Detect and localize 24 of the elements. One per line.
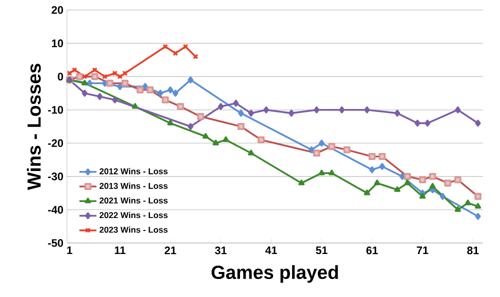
y-axis-title: Wins - Losses: [26, 64, 41, 190]
legend-label: 2022 Wins - Loss: [100, 212, 168, 218]
y-tick-label: -40: [48, 206, 64, 214]
x-tick-label: 51: [316, 246, 328, 254]
x-axis-title: Games played: [212, 265, 338, 283]
x-tick-label: 81: [467, 246, 479, 254]
y-tick-label: 10: [52, 39, 64, 48]
x-tick-label: 11: [114, 246, 126, 254]
y-tick-label: -20: [48, 139, 64, 148]
legend-label: 2012 Wins - Loss: [100, 168, 168, 174]
legend-label: 2021 Wins - Loss: [100, 197, 168, 204]
legend-label: 2013 Wins - Loss: [100, 182, 168, 189]
x-tick-label: 61: [366, 246, 378, 254]
x-tick-label: 41: [265, 246, 277, 254]
y-tick-label: 0: [58, 72, 64, 80]
y-tick-label: 20: [52, 6, 64, 14]
y-tick-label: -50: [48, 239, 64, 247]
y-tick-label: -10: [48, 106, 64, 114]
x-tick-label: 1: [67, 246, 72, 254]
legend-label: 2023 Wins - Loss: [100, 226, 168, 233]
x-tick-label: 71: [416, 246, 428, 254]
x-tick-label: 21: [164, 246, 176, 254]
x-tick-label: 31: [214, 246, 227, 254]
y-tick-label: -30: [48, 172, 64, 180]
